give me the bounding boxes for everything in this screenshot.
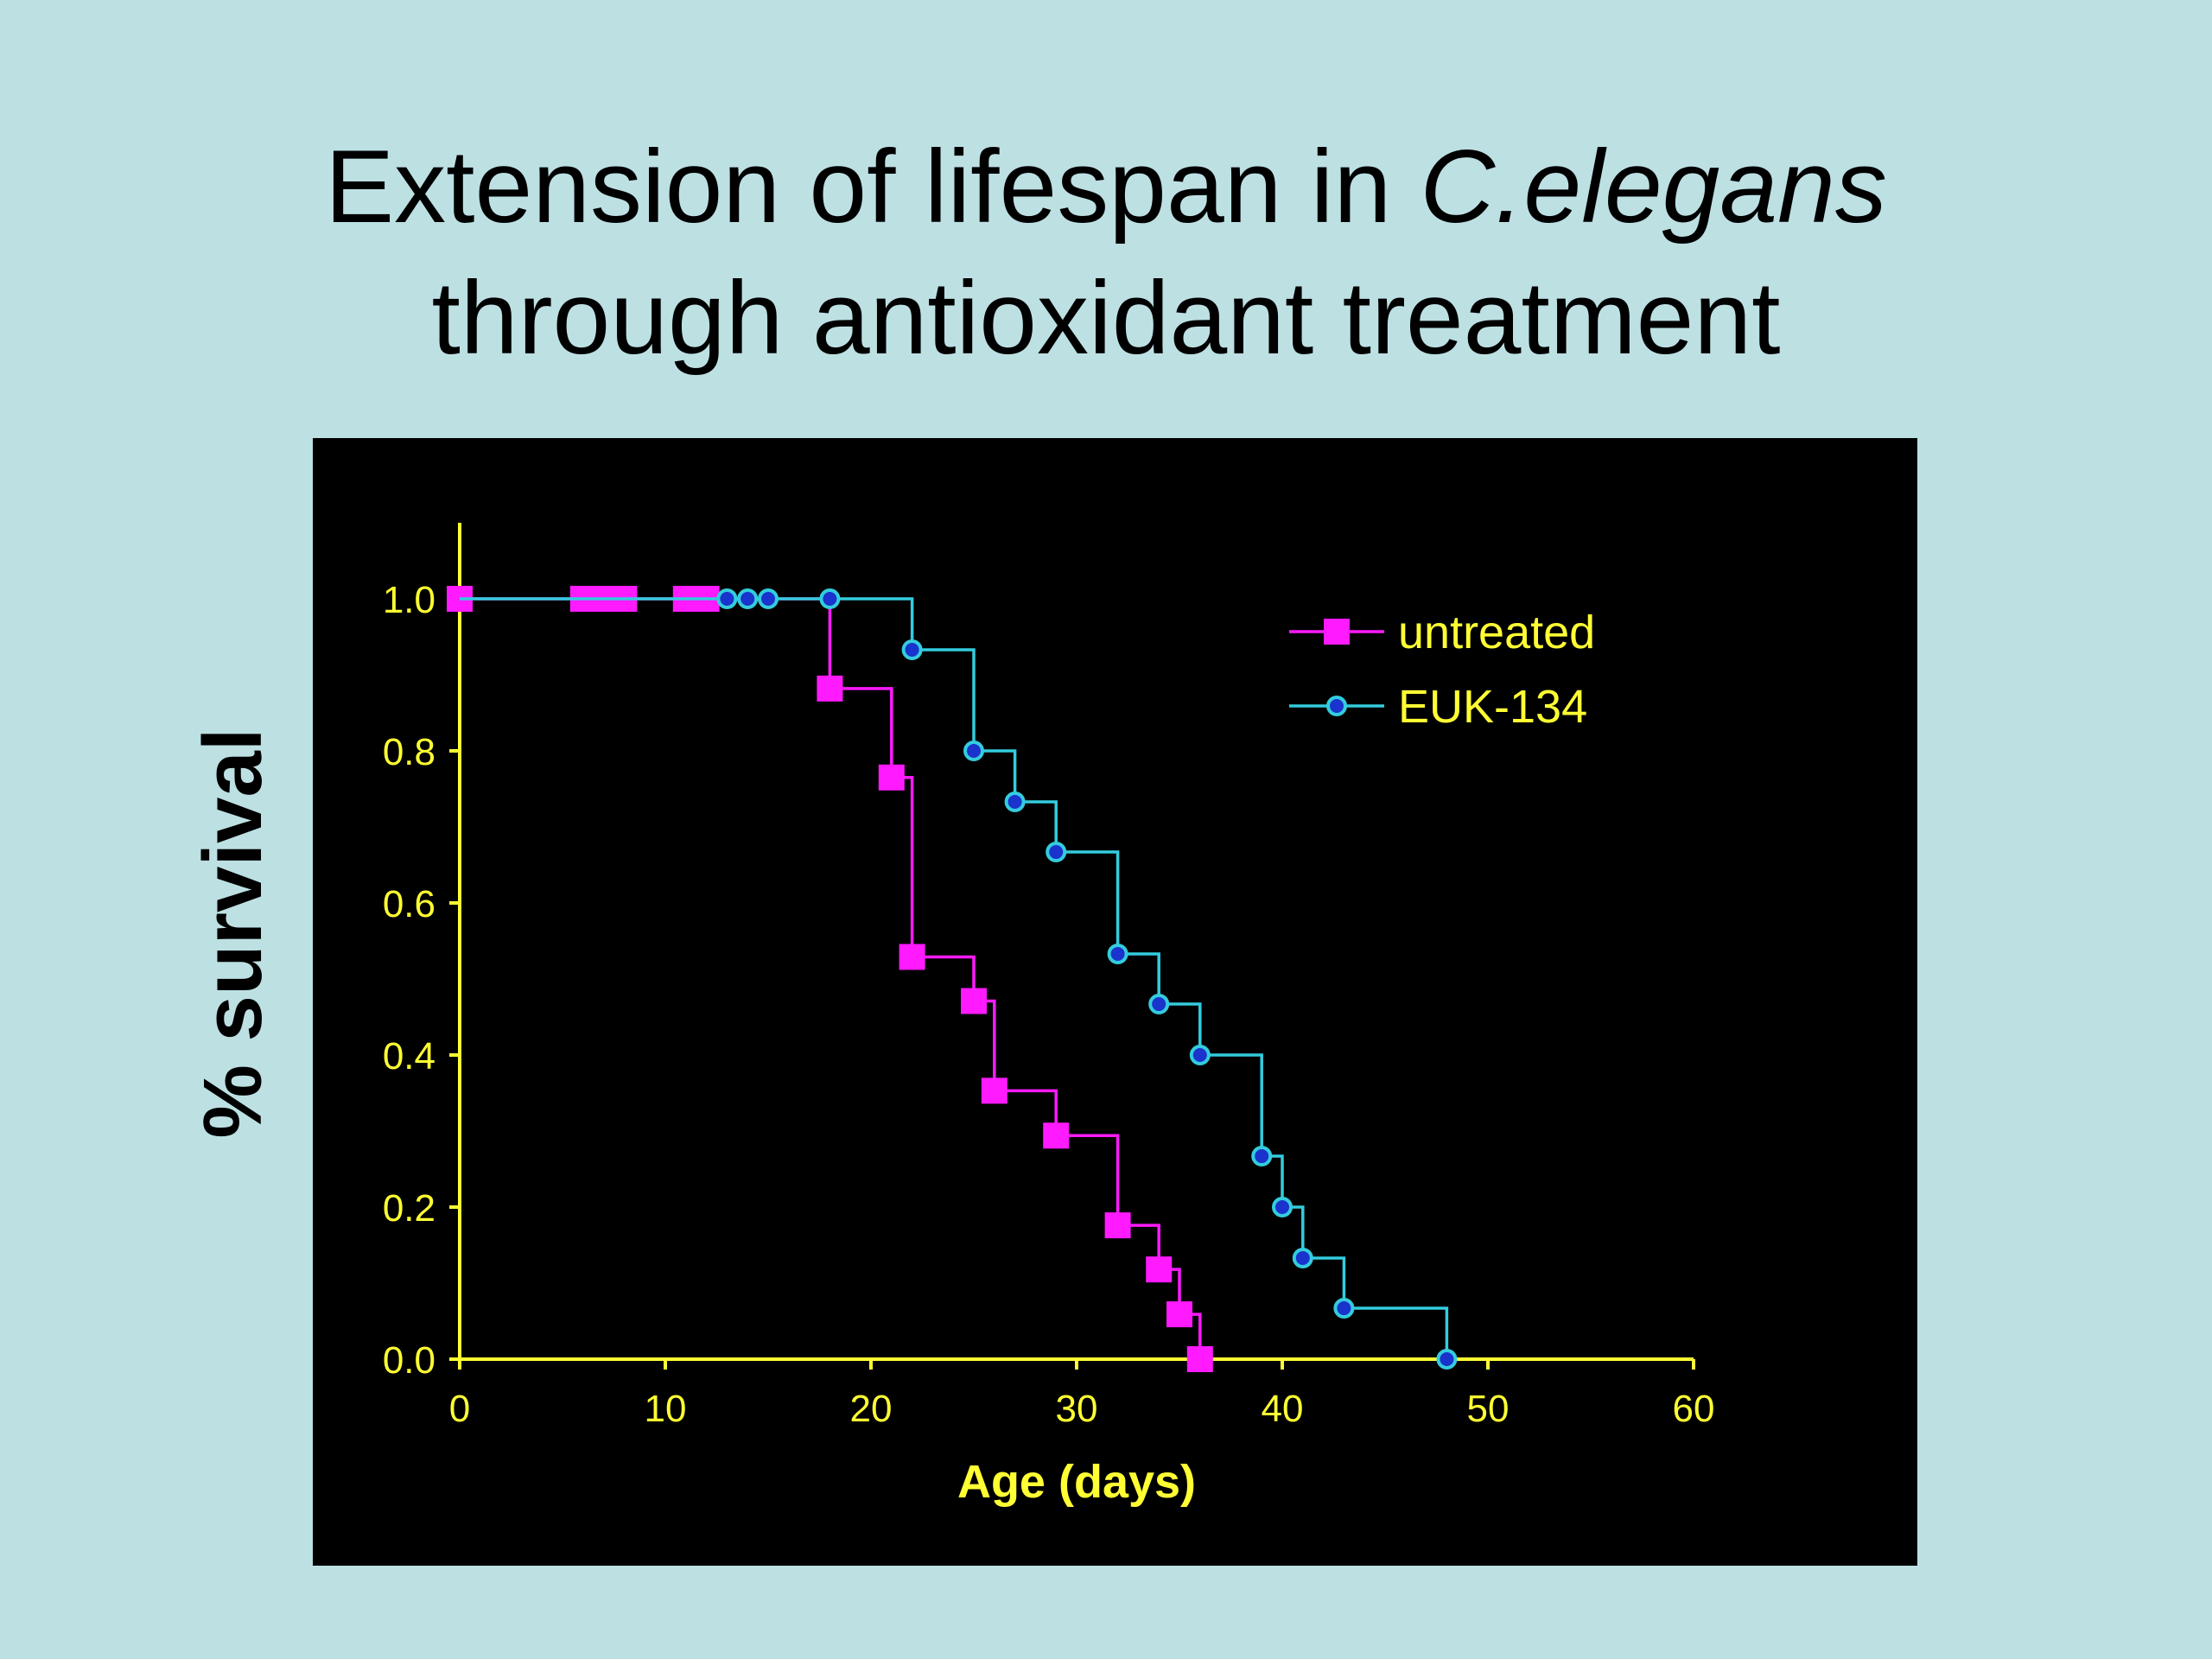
- y-tick-label: 1.0: [383, 579, 435, 621]
- data-point-0: [961, 988, 987, 1014]
- data-point-0: [1043, 1122, 1070, 1149]
- series-line-0: [460, 597, 1202, 1359]
- title-line-1-plain: Extension of lifespan in: [325, 129, 1421, 245]
- data-point-1: [1272, 1197, 1293, 1217]
- x-tick-label: 10: [645, 1388, 687, 1430]
- x-tick-label: 50: [1467, 1388, 1510, 1430]
- y-axis-title: % survival: [187, 728, 279, 1139]
- slide-title: Extension of lifespan in C.elegans throu…: [0, 121, 2212, 384]
- censor-mark-1: [758, 588, 779, 609]
- legend-marker-1: [1326, 696, 1347, 716]
- data-point-0: [899, 944, 925, 970]
- data-point-1: [1189, 1045, 1211, 1065]
- chart-panel: 0 10 20 30 40 50 60 0.0 0.2 0.4 0.6 0.8 1.0 Age (days…: [313, 438, 1917, 1566]
- data-point-0: [981, 1077, 1007, 1104]
- data-point-1: [1148, 994, 1170, 1015]
- title-line-1: Extension of lifespan in C.elegans: [0, 121, 2212, 252]
- x-tick-label: 40: [1262, 1388, 1304, 1430]
- data-point-0: [1146, 1256, 1173, 1283]
- data-point-1: [1292, 1247, 1313, 1268]
- data-point-0: [1166, 1301, 1192, 1328]
- data-point-1: [1436, 1349, 1458, 1370]
- censor-mark-1: [716, 588, 738, 609]
- censor-mark-1: [819, 588, 841, 609]
- data-point-1: [1251, 1146, 1273, 1167]
- data-point-0: [1104, 1212, 1131, 1239]
- x-axis-title: Age (days): [957, 1456, 1196, 1508]
- data-point-1: [1333, 1298, 1355, 1319]
- data-point-1: [963, 741, 984, 761]
- data-point-1: [901, 639, 923, 660]
- data-point-0: [817, 675, 843, 702]
- x-tick-label: 30: [1056, 1388, 1098, 1430]
- survival-chart: 0 10 20 30 40 50 60 0.0 0.2 0.4 0.6 0.8 1.0 Age (days…: [383, 523, 1715, 1508]
- censor-mark-1: [737, 588, 759, 609]
- y-tick-label: 0.2: [383, 1187, 435, 1230]
- data-point-0: [1186, 1346, 1213, 1372]
- x-tick-label: 0: [449, 1388, 470, 1430]
- legend-label-0: untreated: [1398, 607, 1595, 658]
- y-tick-label: 0.6: [383, 883, 435, 925]
- y-tick-label: 0.8: [383, 731, 435, 773]
- data-point-1: [1046, 842, 1067, 863]
- legend-label-1: EUK-134: [1398, 681, 1587, 733]
- data-point-1: [1107, 943, 1128, 964]
- series-line-1: [460, 597, 1449, 1359]
- title-line-1-italic: C.elegans: [1420, 129, 1887, 245]
- y-tick-label: 0.4: [383, 1035, 435, 1077]
- title-line-2: through antioxidant treatment: [431, 260, 1781, 376]
- legend-marker-0: [1324, 619, 1350, 645]
- y-tick-label: 0.0: [383, 1339, 435, 1382]
- x-tick-label: 60: [1673, 1388, 1715, 1430]
- data-point-1: [1004, 791, 1026, 812]
- x-tick-label: 20: [850, 1388, 893, 1430]
- data-point-0: [878, 764, 905, 791]
